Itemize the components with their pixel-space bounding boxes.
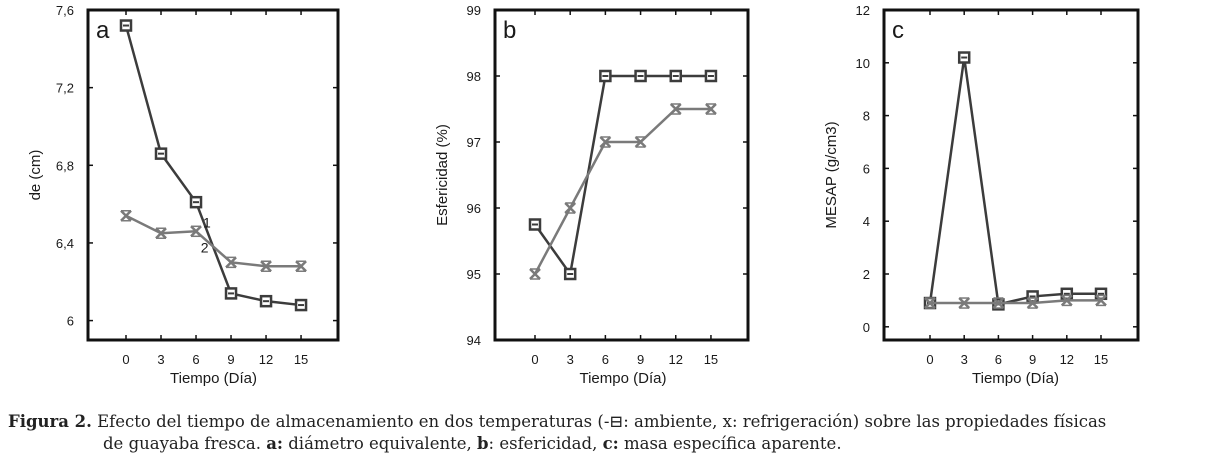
plot-frame <box>86 8 340 342</box>
y-tick-label: 6,4 <box>56 236 74 251</box>
panel-letter: c <box>892 17 904 44</box>
x-tick-label: 0 <box>926 352 933 367</box>
caption-text-2: de guayaba fresca. <box>103 434 267 453</box>
series-line-x <box>533 107 711 275</box>
data-point-x <box>120 209 132 222</box>
caption-b-text: : esfericidad, <box>488 434 603 453</box>
data-point-x <box>155 227 167 240</box>
panel-letter: b <box>503 17 516 44</box>
x-tick-label: 3 <box>961 352 968 367</box>
series-line-square <box>533 74 711 278</box>
plot-frame <box>493 8 750 342</box>
x-tick-label: 9 <box>1029 352 1036 367</box>
x-tick-label: 12 <box>259 352 273 367</box>
x-tick-label: 12 <box>1060 352 1074 367</box>
series-line-x <box>125 214 302 268</box>
series-line-square <box>124 25 302 307</box>
data-point-x <box>958 297 971 309</box>
x-tick-label: 6 <box>995 352 1002 367</box>
y-axis-label: de (cm) <box>27 150 44 201</box>
x-tick-label: 3 <box>157 352 164 367</box>
data-point-x <box>634 136 647 148</box>
x-tick-label: 15 <box>704 352 718 367</box>
caption-b-label: b <box>476 434 489 453</box>
y-tick-label: 0 <box>863 320 870 335</box>
y-tick-label: 6,8 <box>56 158 74 173</box>
data-point-x <box>190 225 202 238</box>
caption-a-text: diámetro equivalente, <box>283 434 477 453</box>
y-tick-label: 2 <box>863 267 870 282</box>
data-point-x <box>260 260 272 273</box>
data-point-x <box>599 136 612 148</box>
plot-frame <box>882 8 1140 342</box>
data-point-x <box>669 103 682 115</box>
caption-c-text: masa específica aparente. <box>618 434 842 453</box>
y-tick-label: 6 <box>67 314 74 329</box>
series-line-x <box>930 299 1101 305</box>
y-tick-label: 12 <box>856 3 870 18</box>
y-tick-label: 7,2 <box>56 81 74 96</box>
y-tick-label: 94 <box>467 333 481 348</box>
y-axis-label: MESAP (g/cm3) <box>823 121 840 228</box>
x-axis-label: Tiempo (Día) <box>170 370 257 387</box>
x-tick-label: 9 <box>227 352 234 367</box>
y-tick-label: 6 <box>863 161 870 176</box>
y-tick-label: 97 <box>467 135 481 150</box>
caption-text-1: Efecto del tiempo de almacenamiento en d… <box>91 412 604 431</box>
y-tick-label: 7,6 <box>56 3 74 18</box>
y-tick-label: 98 <box>467 69 481 84</box>
x-tick-label: 6 <box>192 352 199 367</box>
caption-a-label: a: <box>266 434 283 453</box>
caption-text-1b: : ambiente, x: refrigeración) sobre las … <box>623 412 1107 431</box>
data-point-x <box>225 256 237 269</box>
data-point-x <box>529 268 541 280</box>
y-axis-label: Esfericidad (%) <box>434 124 451 226</box>
data-point-x <box>1026 297 1039 309</box>
chart-panel-c: c 0 2 4 6 8 10 12 0 3 6 9 12 15 Tiempo (Día) MESAP (g/c… <box>823 3 1140 387</box>
x-tick-label: 9 <box>637 352 644 367</box>
annotation-label: 1 <box>203 214 211 230</box>
y-tick-label: 96 <box>467 201 481 216</box>
x-tick-label: 6 <box>602 352 609 367</box>
data-point-x <box>924 297 936 309</box>
data-point-x <box>1095 294 1107 307</box>
series-line-square <box>928 57 1101 306</box>
y-tick-label: 99 <box>467 3 481 18</box>
caption-line-2: de guayaba fresca. a: diámetro equivalen… <box>8 433 1220 455</box>
x-axis-label: Tiempo (Día) <box>579 370 666 387</box>
figure-caption: Figura 2. Efecto del tiempo de almacenam… <box>8 411 1220 455</box>
data-point-x <box>705 103 717 115</box>
y-tick-label: 95 <box>467 267 481 282</box>
x-tick-label: 15 <box>294 352 308 367</box>
caption-line-1: Figura 2. Efecto del tiempo de almacenam… <box>8 411 1220 433</box>
data-point-x <box>564 202 577 214</box>
y-tick-label: 4 <box>863 214 870 229</box>
panel-letter: a <box>96 17 110 44</box>
x-tick-label: 3 <box>567 352 574 367</box>
chart-panel-b: b 94 95 96 97 98 99 0 3 6 9 12 15 Tiempo (Día) Esferic… <box>434 3 750 387</box>
data-point-x <box>295 260 307 273</box>
caption-legend-symbol: -⊟ <box>603 412 624 431</box>
data-point-x <box>992 297 1005 309</box>
data-point-x <box>1060 294 1073 307</box>
x-axis-label: Tiempo (Día) <box>972 370 1059 387</box>
y-tick-label: 10 <box>856 56 870 71</box>
x-tick-label: 0 <box>122 352 129 367</box>
caption-label: Figura 2. <box>8 412 92 431</box>
caption-c-label: c: <box>602 434 619 453</box>
annotation-label: 2 <box>201 240 209 256</box>
y-tick-label: 8 <box>863 109 870 124</box>
x-tick-label: 15 <box>1094 352 1108 367</box>
x-tick-label: 0 <box>531 352 538 367</box>
x-tick-label: 12 <box>669 352 683 367</box>
